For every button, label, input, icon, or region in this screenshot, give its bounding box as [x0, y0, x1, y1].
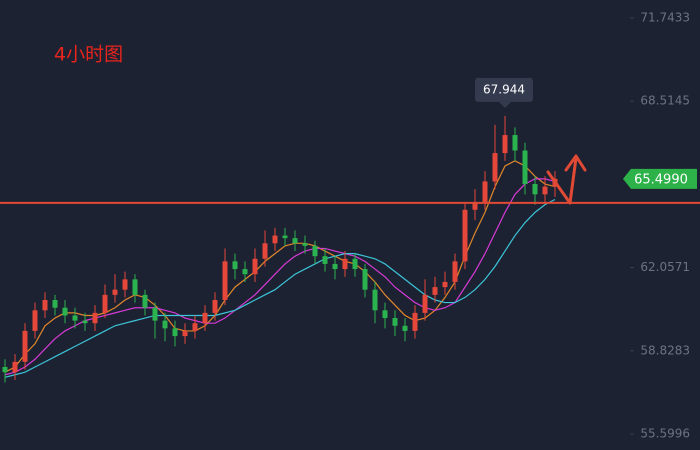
candle-body [92, 312, 98, 324]
candle-body [492, 153, 498, 182]
candle-body [142, 294, 148, 308]
candle-body [482, 181, 488, 203]
candle-body [412, 312, 418, 331]
candle-body [72, 315, 78, 321]
candle-body [82, 320, 88, 324]
candle-body [32, 310, 38, 331]
candle-body [52, 300, 58, 308]
candle-body [472, 202, 478, 210]
candle-body [132, 279, 138, 295]
candle-body [182, 330, 188, 337]
candle-body [362, 269, 368, 290]
candle-body [152, 307, 158, 321]
candle-body [332, 263, 338, 270]
candle-body [372, 289, 378, 311]
candle-body [122, 279, 128, 290]
price-tag [623, 168, 697, 189]
candle-body [432, 287, 438, 295]
candle-body [262, 243, 268, 259]
y-tick-label: 58.8283 [640, 343, 690, 357]
peak-callout: 67.944 [475, 77, 533, 108]
candle-body [282, 235, 288, 239]
y-tick-label: 71.7433 [640, 10, 690, 24]
candle-body [2, 367, 8, 373]
candle-body [522, 150, 528, 185]
candle-body [462, 209, 468, 262]
candle-body [162, 320, 168, 329]
candle-body [222, 261, 228, 300]
candle-body [542, 186, 548, 195]
candle-body [532, 184, 538, 195]
y-tick-label: 68.5145 [640, 94, 690, 108]
candle-body [512, 135, 518, 151]
candle-body [342, 258, 348, 270]
candle-body [452, 261, 458, 282]
candle-body [242, 269, 248, 275]
candle-body [42, 300, 48, 311]
candle-body [22, 330, 28, 362]
candle-body [102, 294, 108, 313]
candle-body [292, 238, 298, 244]
candle-body [312, 245, 318, 257]
chart-title: 4小时图 [54, 44, 123, 66]
candle-body [442, 281, 448, 288]
callout-pointer [499, 101, 511, 108]
candle-body [192, 323, 198, 331]
candle-body [322, 256, 328, 264]
candle-body [352, 258, 358, 270]
ma-line [4, 198, 556, 378]
callout-box [475, 77, 533, 102]
candle-body [202, 312, 208, 324]
y-tick-label: 62.0571 [640, 260, 690, 274]
candle-body [382, 310, 388, 319]
candle-body [272, 235, 278, 244]
candle-body [402, 325, 408, 331]
candle-body [12, 361, 18, 373]
price-tag-label: 65.4990 [634, 172, 688, 187]
candle-body [252, 258, 258, 275]
plot-area: 55.5996 58.8283 62.0571 68.5145 71.7433 [2, 10, 690, 441]
peak-label: 67.944 [483, 82, 525, 96]
candle-body [422, 294, 428, 313]
candle-body [232, 261, 238, 270]
candle-body [502, 135, 508, 154]
candle-body [62, 307, 68, 316]
candle-body [392, 318, 398, 326]
candle-body [172, 328, 178, 337]
candle-body [112, 289, 118, 295]
candle-body [302, 243, 308, 246]
y-tick-label: 55.5996 [640, 427, 690, 441]
candle-body [212, 300, 218, 313]
